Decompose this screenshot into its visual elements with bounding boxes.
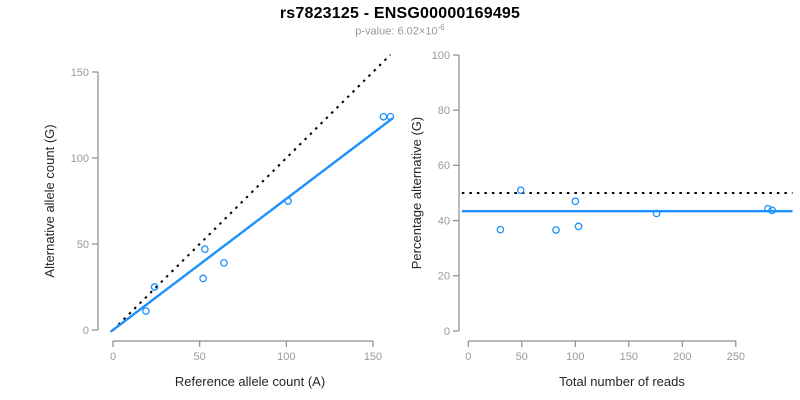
x-tick-label: 100 [566, 351, 584, 363]
data-point [496, 225, 505, 234]
y-tick-label: 100 [432, 50, 450, 62]
data-point [652, 209, 661, 218]
data-point [552, 226, 560, 234]
x-tick-label: 0 [465, 351, 471, 363]
data-point [142, 307, 150, 315]
y-tick-label: 100 [71, 153, 89, 165]
y-tick-label: 40 [438, 215, 450, 227]
p-value-times-ten: ×10 [418, 25, 438, 38]
x-tick-label: 150 [620, 351, 638, 363]
y-tick-label: 150 [71, 67, 89, 79]
fit-line [109, 117, 394, 333]
p-value-label: p-value: [355, 25, 398, 38]
identity-line [112, 54, 392, 331]
y-axis-title: Alternative allele count (G) [42, 124, 57, 277]
data-point [150, 283, 159, 291]
data-point [574, 222, 583, 231]
data-point [516, 186, 525, 195]
right-panel: 0 20 40 60 80 100 0 50 100 150 200 250 Total number … [409, 50, 793, 389]
p-value-mantissa: 6.02 [397, 25, 419, 38]
y-tick-label: 80 [438, 105, 450, 117]
y-tick-label: 60 [438, 160, 450, 172]
data-point [284, 197, 292, 205]
y-axis-title: Percentage alternative (G) [409, 117, 424, 269]
data-point [220, 259, 228, 267]
y-tick-label: 20 [438, 271, 450, 283]
data-point [201, 245, 209, 254]
data-point [199, 274, 207, 283]
y-tick-label: 0 [83, 325, 89, 337]
data-point [768, 206, 777, 215]
p-value-exponent: -6 [437, 23, 445, 32]
figure-title: rs7823125 - ENSG00000169495 [279, 5, 521, 22]
left-panel: 0 50 100 150 0 50 100 150 Reference allele count… [42, 54, 395, 389]
x-tick-label: 150 [364, 351, 382, 363]
x-tick-label: 250 [727, 351, 745, 363]
x-tick-label: 0 [110, 351, 116, 363]
x-tick-label: 100 [277, 351, 295, 363]
data-point [764, 204, 772, 213]
x-axis-title: Reference allele count (A) [175, 374, 325, 389]
data-point [386, 112, 395, 121]
data-point [379, 112, 388, 121]
x-tick-label: 50 [194, 351, 206, 363]
x-tick-label: 50 [516, 351, 528, 363]
data-point [571, 197, 580, 206]
x-axis-title: Total number of reads [559, 374, 685, 389]
x-tick-label: 200 [673, 351, 691, 363]
y-tick-label: 50 [77, 239, 89, 251]
figure-subtitle: p-value: 6.02×10-6 [0, 23, 800, 38]
y-tick-label: 0 [444, 326, 450, 338]
